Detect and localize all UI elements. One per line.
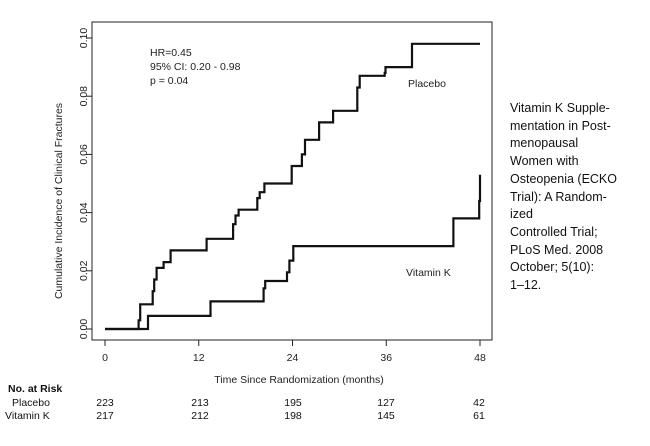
caption-line: Trial): A Random- [510,189,607,204]
risk-value: 195 [284,397,302,409]
caption-line: Vitamin K Supple- [510,101,610,115]
risk-value: 223 [96,397,114,409]
risk-value: 198 [284,410,302,422]
risk-value: 213 [191,397,209,409]
caption-line: Controlled Trial; [510,224,598,239]
risk-row-label-placebo: Placebo [12,397,50,409]
caption-line: PLoS Med. 2008 [510,242,604,257]
y-axis-title: Cumulative Incidence of Clinical Fractur… [53,103,65,299]
stats-annotation-line: HR=0.45 [150,47,192,59]
caption-line: Women with [510,154,579,169]
y-tick-label: 0.04 [78,202,90,223]
series-label-placebo: Placebo [408,78,446,90]
stats-annotation-line: p = 0.04 [150,75,188,87]
stats-annotation-line: 95% CI: 0.20 - 0.98 [150,61,241,73]
risk-value: 42 [473,397,485,409]
citation-caption: Vitamin K Supple- mentation in Post- men… [510,100,645,295]
risk-row-label-vitamin-k: Vitamin K [5,410,50,422]
y-tick-label: 0.08 [78,86,90,107]
caption-line: October; 5(10): [510,260,595,275]
y-tick-label: 0.00 [78,319,90,340]
y-tick-label: 0.10 [78,28,90,49]
caption-line: menopausal [510,136,579,151]
risk-table-title: No. at Risk [8,383,63,395]
caption-line: mentation in Post- [510,118,611,133]
caption-line: Osteopenia (ECKO [510,171,617,186]
risk-value: 61 [473,410,485,422]
risk-value: 145 [377,410,395,422]
y-tick-label: 0.02 [78,260,90,281]
caption-line: ized [510,207,533,222]
x-tick-label: 36 [380,352,392,364]
caption-line: 1–12. [510,278,542,293]
y-tick-label: 0.06 [78,144,90,165]
x-tick-label: 48 [474,352,486,364]
x-tick-label: 24 [287,352,299,364]
risk-value: 212 [191,410,209,422]
series-line-vitamin-k [105,174,482,331]
series-label-vitamin-k: Vitamin K [406,267,451,279]
x-tick-label: 12 [193,352,205,364]
x-axis-title: Time Since Randomization (months) [214,374,383,386]
series-line-placebo [105,42,480,331]
risk-value: 127 [377,397,395,409]
risk-value: 217 [96,410,114,422]
x-tick-label: 0 [102,352,108,364]
